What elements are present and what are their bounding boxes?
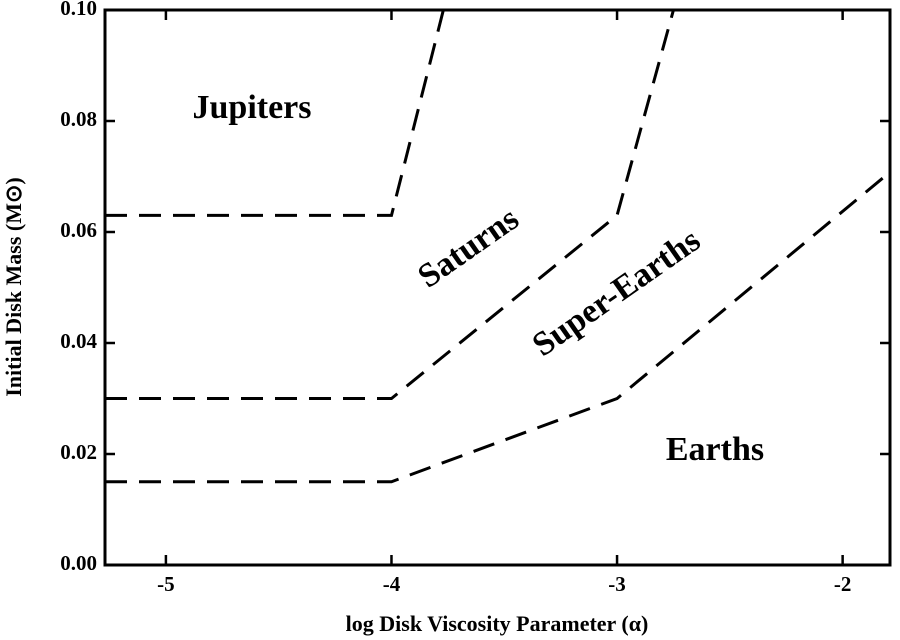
x-tick-label: -4	[383, 572, 401, 596]
x-tick-label: -3	[608, 572, 626, 596]
y-tick-label: 0.08	[60, 107, 97, 131]
boundary-line	[105, 9, 445, 217]
y-tick-label: 0.10	[60, 0, 97, 20]
x-tick-label: -5	[157, 572, 175, 596]
y-axis-label: Initial Disk Mass (M⊙)	[1, 177, 26, 397]
boundary-line	[105, 170, 891, 484]
region-label: Earths	[666, 431, 764, 468]
y-tick-label: 0.02	[60, 440, 97, 464]
y-tick-label: 0.04	[60, 329, 97, 353]
y-tick-label: 0.00	[60, 551, 97, 575]
y-tick-label: 0.06	[60, 218, 97, 242]
x-axis-label: log Disk Viscosity Parameter (α)	[346, 611, 649, 636]
x-tick-label: -2	[834, 572, 852, 596]
region-label: Saturns	[411, 200, 525, 295]
region-label: Jupiters	[193, 89, 312, 126]
boundary-line	[105, 9, 675, 400]
region-label: Super-Earths	[526, 222, 707, 364]
plot-frame	[103, 8, 892, 567]
